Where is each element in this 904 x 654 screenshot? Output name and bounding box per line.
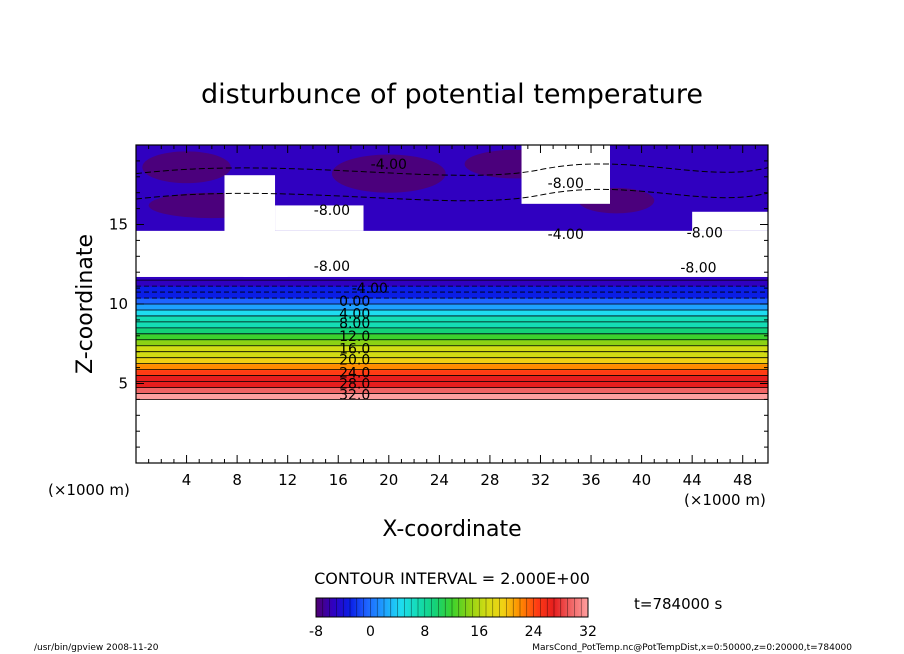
y-tick-label: 5 xyxy=(118,375,128,393)
cold-blob xyxy=(331,154,446,193)
contour-interval-label: CONTOUR INTERVAL = 2.000E+00 xyxy=(314,569,590,588)
y-axis-ticks: 5 10 15 xyxy=(109,160,768,448)
colorbar-tick-label: -8 xyxy=(309,624,323,640)
x-tick-label: 8 xyxy=(232,471,242,489)
contour-band xyxy=(136,351,768,359)
contour-label: 4.00 xyxy=(339,307,370,323)
contour-label: -8.00 xyxy=(314,259,350,275)
y-axis-label: Z-coordinate xyxy=(73,234,98,374)
contour-label: -8.00 xyxy=(314,203,350,219)
x-tick-label: 20 xyxy=(379,471,398,489)
contour-label: -8.00 xyxy=(548,176,584,192)
contour-band xyxy=(136,280,768,287)
contour-label: 20.0 xyxy=(339,353,370,369)
colorbar-dividers xyxy=(322,598,582,617)
colorbar-tick-label: 8 xyxy=(420,624,429,640)
contour-band xyxy=(136,321,768,329)
contour-label: -8.00 xyxy=(680,260,716,276)
colorbar-tick-label: 32 xyxy=(579,624,597,640)
contour-band xyxy=(136,357,768,365)
contour-label: 24.0 xyxy=(339,365,370,381)
contour-band xyxy=(136,387,768,394)
contour-band xyxy=(136,309,768,317)
contour-line xyxy=(136,163,768,176)
x-tick-label: 28 xyxy=(480,471,499,489)
x-tick-label: 12 xyxy=(278,471,297,489)
contour-label: -4.00 xyxy=(548,227,584,243)
contour-label: 8.00 xyxy=(339,316,370,332)
contour-band xyxy=(136,363,768,371)
contour-band xyxy=(136,375,768,383)
contour-band xyxy=(136,339,768,347)
x-tick-label: 44 xyxy=(683,471,702,489)
x-tick-label: 40 xyxy=(632,471,651,489)
x-unit-left: (×1000 m) xyxy=(48,481,130,499)
x-unit-right: (×1000 m) xyxy=(684,491,766,509)
undefined-region xyxy=(275,205,364,231)
undefined-region xyxy=(224,175,276,236)
contour-band xyxy=(136,345,768,353)
x-tick-label: 48 xyxy=(733,471,752,489)
contour-label: 16.0 xyxy=(339,342,370,358)
colorbar-tick-label: 16 xyxy=(470,624,488,640)
colorbar-ticks: -8 0 8 16 24 32 xyxy=(309,624,597,640)
undefined-region xyxy=(521,145,610,204)
contour-label: 0.00 xyxy=(339,294,370,310)
colorbar-tick-label: 0 xyxy=(366,624,375,640)
undefined-region xyxy=(243,232,288,277)
contour-label: 32.0 xyxy=(339,388,370,404)
cold-blob xyxy=(142,151,231,184)
contour-band xyxy=(136,292,768,299)
y-tick-label: 10 xyxy=(109,295,128,313)
time-label: t=784000 s xyxy=(634,595,722,613)
x-tick-label: 36 xyxy=(581,471,600,489)
contour-label: -4.00 xyxy=(371,157,407,173)
undefined-region xyxy=(136,230,768,277)
undefined-region xyxy=(692,211,768,231)
y-tick-label: 15 xyxy=(109,216,128,234)
x-tick-label: 4 xyxy=(182,471,192,489)
x-axis-ticks: 4 8 12 16 20 24 28 32 36 40 44 48 xyxy=(148,145,756,489)
footer-right: MarsCond_PotTemp.nc@PotTempDist,x=0:5000… xyxy=(532,643,852,653)
contour-line xyxy=(136,188,768,202)
contour-band xyxy=(136,315,768,323)
contour-band xyxy=(136,393,768,400)
x-tick-label: 24 xyxy=(430,471,449,489)
contour-band xyxy=(136,327,768,335)
plot-area: 32.028.024.020.016.012.08.004.000.00-4.0… xyxy=(136,145,768,404)
chart-title: disturbunce of potential temperature xyxy=(201,79,703,110)
contour-label: -4.00 xyxy=(352,281,388,297)
x-tick-label: 32 xyxy=(531,471,550,489)
contour-band xyxy=(136,333,768,341)
colorbar-tick-label: 24 xyxy=(525,624,543,640)
x-tick-label: 16 xyxy=(329,471,348,489)
contour-label: 28.0 xyxy=(339,377,370,393)
contour-band xyxy=(136,381,768,388)
contour-band xyxy=(136,298,768,305)
x-axis-label: X-coordinate xyxy=(382,517,521,542)
contour-band xyxy=(136,286,768,293)
contour-band xyxy=(136,369,768,377)
contour-label: 12.0 xyxy=(339,329,370,345)
contour-label: -8.00 xyxy=(687,225,723,241)
contour-band xyxy=(136,304,768,311)
footer-left: /usr/bin/gpview 2008-11-20 xyxy=(34,643,159,653)
